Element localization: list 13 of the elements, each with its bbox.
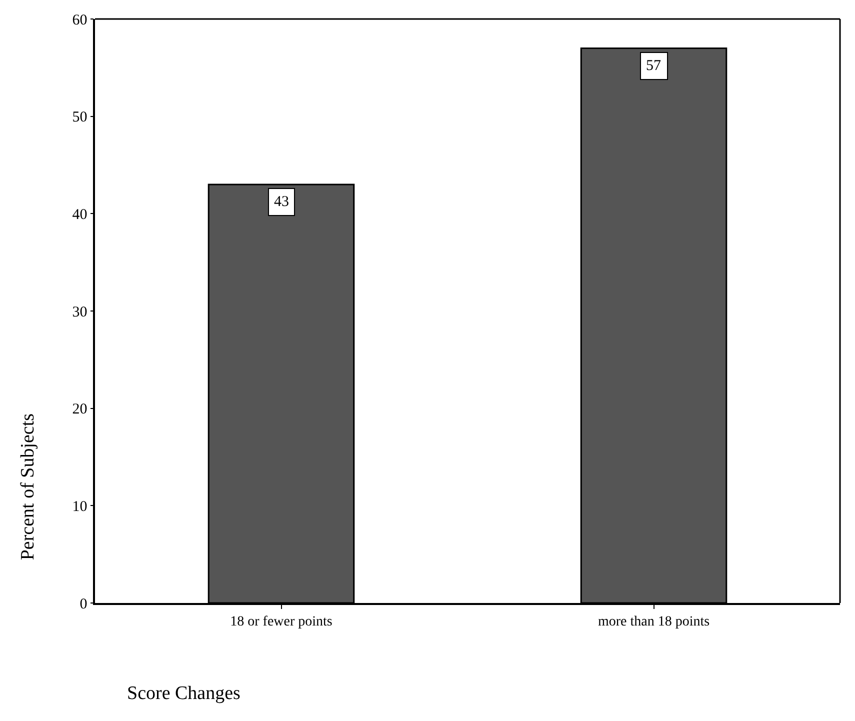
data-label: 57: [646, 58, 662, 74]
y-axis-title: Percent of Subjects: [18, 413, 39, 560]
y-tick-label: 0: [80, 596, 88, 612]
y-tick-label: 10: [72, 498, 88, 515]
data-label: 43: [274, 194, 289, 210]
x-axis-title: Score Changes: [127, 683, 240, 704]
x-tick-label: 18 or fewer points: [230, 614, 332, 630]
y-tick-label: 40: [72, 206, 88, 223]
y-tick-label: 20: [72, 402, 88, 418]
y-tick-label: 50: [72, 110, 88, 126]
y-tick-label: 30: [72, 304, 88, 320]
y-tick-label: 60: [72, 12, 88, 28]
x-tick-label: more than 18 points: [598, 614, 710, 630]
